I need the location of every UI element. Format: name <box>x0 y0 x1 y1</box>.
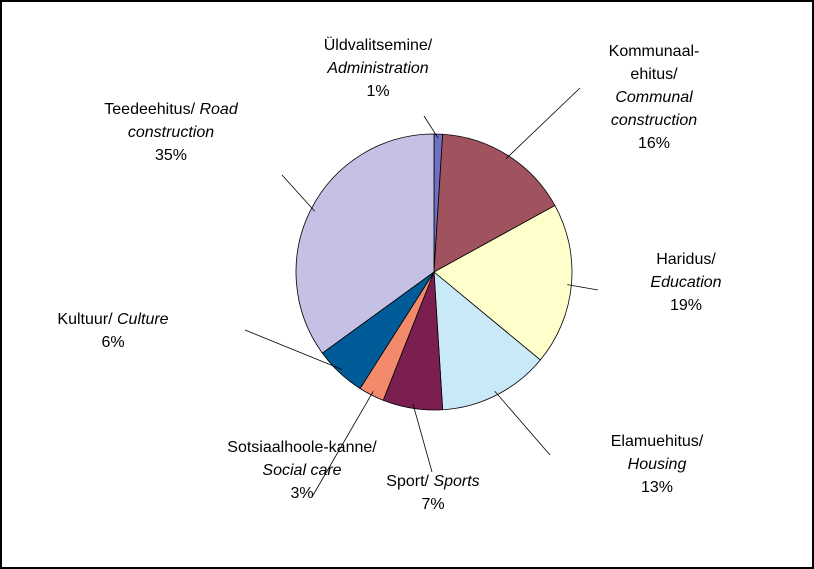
value-label: 19% <box>669 297 703 314</box>
slice-label: Kommunaal-ehitus/ Communal construction 1… <box>590 40 718 155</box>
category-label: Teedeehitus/ <box>104 101 196 118</box>
slice-label: Kultuur/ Culture 6% <box>28 308 198 354</box>
category-label-en: Road construction <box>127 101 238 141</box>
value-label: 1% <box>366 83 390 100</box>
leader-line <box>244 329 343 370</box>
pie-slice <box>295 133 435 354</box>
leader-line <box>494 391 551 456</box>
leader-line <box>505 87 581 160</box>
leader-line <box>567 284 599 291</box>
category-label: Elamuehitus/ <box>610 433 704 450</box>
value-label: 35% <box>154 147 188 164</box>
value-label: 6% <box>101 334 125 351</box>
category-label-en: Social care <box>262 462 342 479</box>
category-label: Kultuur/ <box>57 311 113 328</box>
slice-label: Üldvalitsemine/ Administration 1% <box>300 34 456 103</box>
pie-slice <box>433 271 541 411</box>
category-label: Üldvalitsemine/ <box>323 37 433 54</box>
value-label: 16% <box>637 135 671 152</box>
category-label-en: Culture <box>117 311 169 328</box>
category-label-en: Communal construction <box>610 89 698 129</box>
category-label-en: Housing <box>627 456 687 473</box>
slice-label: Elamuehitus/ Housing 13% <box>586 430 728 499</box>
value-label: 7% <box>421 496 445 513</box>
slice-label: Sotsiaalhoole-kanne/ Social care 3% <box>226 436 378 505</box>
leader-line <box>412 404 433 473</box>
slice-label: Teedeehitus/ Road construction 35% <box>96 98 246 167</box>
leader-line <box>423 115 439 139</box>
slice-label: Sport/ Sports 7% <box>366 470 500 516</box>
category-label-en: Administration <box>327 60 429 77</box>
value-label: 13% <box>640 479 674 496</box>
category-label-en: Sports <box>433 473 480 490</box>
leader-line <box>281 174 316 212</box>
category-label: Haridus/ <box>656 251 716 268</box>
leader-line <box>311 391 374 498</box>
category-label: Kommunaal-ehitus/ <box>608 43 700 83</box>
category-label: Sotsiaalhoole-kanne/ <box>227 439 377 456</box>
category-label-en: Education <box>650 274 722 291</box>
category-label: Sport/ <box>386 473 429 490</box>
value-label: 3% <box>290 485 314 502</box>
slice-label: Haridus/ Education 19% <box>628 248 744 317</box>
pie-slice <box>433 133 556 273</box>
